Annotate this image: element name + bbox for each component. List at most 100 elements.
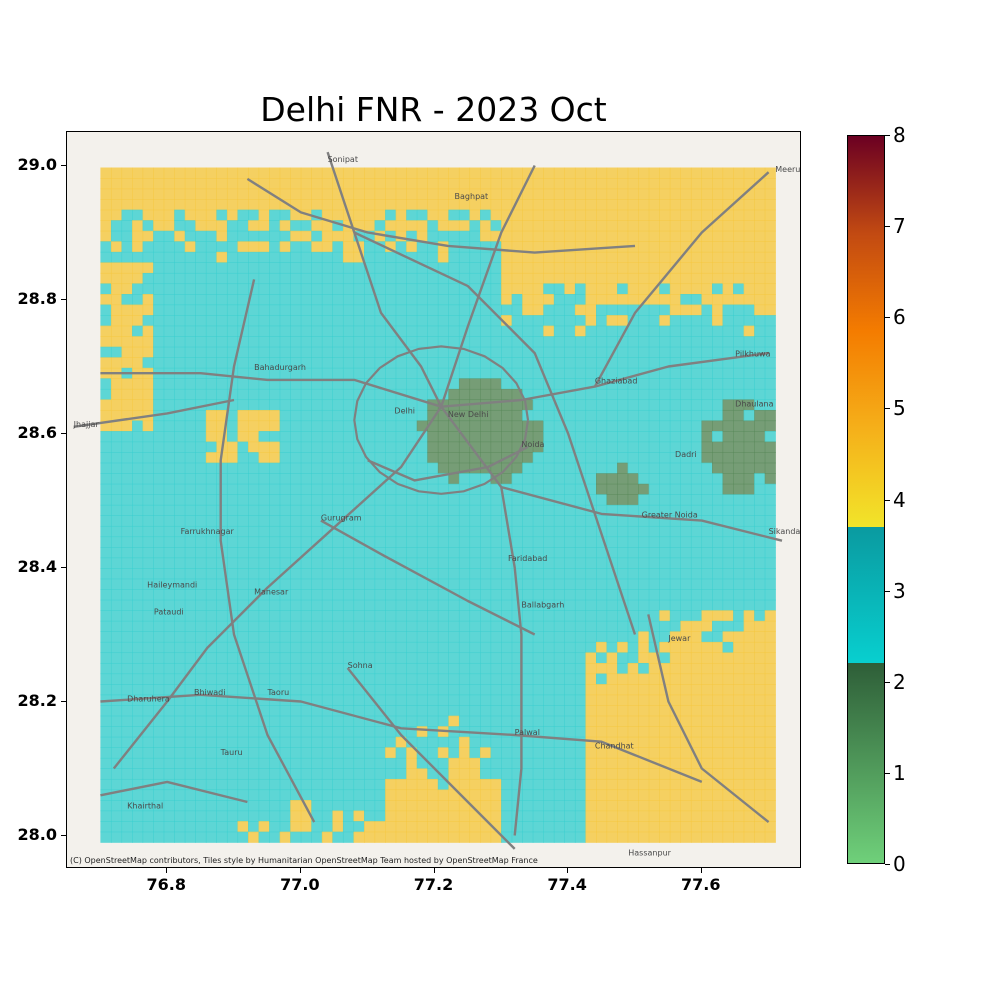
fnr-cell [448,631,460,643]
fnr-cell [764,778,776,791]
fnr-cell [332,399,344,411]
fnr-cell [480,367,492,379]
fnr-cell [722,778,734,791]
fnr-cell [659,768,671,780]
fnr-cell [638,494,650,506]
fnr-cell [353,431,365,443]
fnr-cell [596,800,608,812]
fnr-cell [448,178,460,190]
fnr-cell [248,357,260,369]
fnr-cell [300,462,312,474]
fnr-cell [216,578,228,590]
fnr-cell [342,409,355,422]
fnr-cell [701,378,713,390]
fnr-cell [100,241,112,253]
fnr-cell [395,631,407,643]
fnr-cell [416,768,428,780]
fnr-cell [596,504,608,516]
fnr-cell [680,452,692,464]
fnr-cell [332,241,344,253]
fnr-cell [321,641,333,654]
fnr-cell [300,715,312,727]
fnr-cell [458,536,471,548]
fnr-cell [596,473,608,485]
fnr-cell [606,294,618,306]
fnr-cell [311,789,323,801]
fnr-cell [564,747,576,759]
fnr-cell [648,315,660,327]
fnr-cell [121,715,133,727]
fnr-cell [427,431,439,443]
fnr-cell [121,325,133,337]
fnr-cell [163,409,175,422]
fnr-cell [427,525,439,538]
fnr-cell [627,178,639,190]
fnr-cell [659,251,671,263]
fnr-cell [279,736,291,748]
fnr-cell [543,631,555,643]
fnr-cell [490,220,502,232]
fnr-cell [712,620,724,632]
fnr-cell [427,789,439,801]
fnr-cell [100,304,112,316]
fnr-cell [764,610,776,622]
fnr-cell [269,504,281,516]
fnr-cell [321,599,333,611]
fnr-cell [606,652,618,664]
fnr-cell [669,662,681,675]
fnr-cell [701,441,713,453]
fnr-cell [205,715,218,727]
colorbar-tick-label: 5 [893,396,906,421]
fnr-cell [174,336,186,348]
fnr-cell [448,705,460,717]
fnr-cell [374,831,386,843]
fnr-cell [110,747,123,759]
fnr-cell [690,378,703,390]
fnr-cell [511,705,523,717]
fnr-cell [385,547,397,559]
fnr-cell [501,578,513,590]
fnr-cell [184,399,196,411]
fnr-cell [258,294,270,306]
fnr-cell [353,294,365,306]
fnr-cell [121,431,133,443]
fnr-cell [448,673,460,685]
fnr-cell [501,662,513,675]
map-panel[interactable]: Sonipat Meerut Baghpat Bahadurgarh Jhajjar De… [66,131,801,868]
fnr-cell [174,515,186,527]
fnr-cell [617,778,629,791]
fnr-cell [205,178,218,190]
fnr-cell [406,736,418,748]
fnr-cell [532,494,544,506]
fnr-cell [121,220,133,232]
fnr-cell [311,557,323,569]
fnr-cell [511,452,523,464]
fnr-cell [406,504,418,516]
fnr-cell [669,747,681,759]
fnr-cell [374,747,386,759]
fnr-cell [627,272,639,285]
fnr-cell [564,272,576,285]
fnr-cell [332,768,344,780]
fnr-cell [248,452,260,464]
fnr-cell [638,188,650,200]
fnr-cell [564,441,576,453]
fnr-cell [174,578,186,590]
fnr-cell [712,241,724,253]
fnr-cell [395,578,407,590]
fnr-cell [374,220,386,232]
fnr-cell [395,789,407,801]
fnr-cell [564,536,576,548]
fnr-cell [680,494,692,506]
fnr-cell [100,599,112,611]
fnr-cell [132,631,144,643]
fnr-cell [279,610,291,622]
fnr-cell [522,736,534,748]
fnr-cell [195,167,207,179]
fnr-cell [374,599,386,611]
fnr-cell [712,420,724,432]
fnr-cell [153,188,165,200]
fnr-cell [395,694,407,706]
fnr-cell [258,462,270,474]
fnr-cell [522,631,534,643]
